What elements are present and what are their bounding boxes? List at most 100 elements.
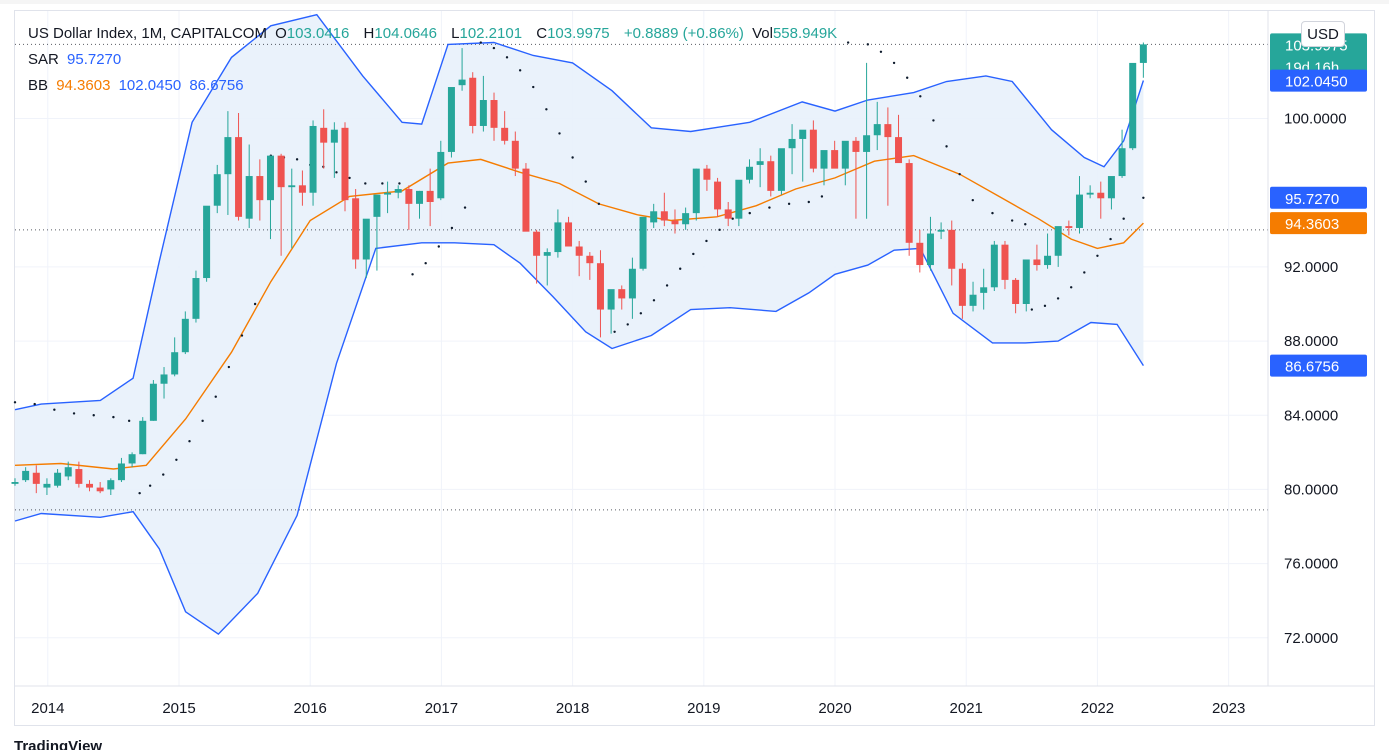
- candle-body[interactable]: [756, 161, 764, 165]
- candle-body[interactable]: [1129, 62, 1137, 149]
- candle-body[interactable]: [596, 263, 604, 310]
- candle-body[interactable]: [565, 222, 573, 247]
- candle-body[interactable]: [22, 470, 30, 481]
- candle-body[interactable]: [724, 209, 732, 219]
- candle-body[interactable]: [245, 176, 253, 219]
- candle-body[interactable]: [171, 352, 179, 375]
- candle-body[interactable]: [682, 213, 690, 225]
- candle-body[interactable]: [809, 129, 817, 169]
- candle-body[interactable]: [692, 168, 700, 214]
- candle-body[interactable]: [533, 231, 541, 256]
- candle-body[interactable]: [639, 216, 647, 269]
- candle-body[interactable]: [43, 483, 51, 488]
- candle-body[interactable]: [203, 205, 211, 279]
- candle-body[interactable]: [1033, 259, 1041, 266]
- candle-body[interactable]: [735, 179, 743, 219]
- candle-body[interactable]: [522, 168, 530, 232]
- candle-body[interactable]: [990, 244, 998, 288]
- candle-body[interactable]: [86, 483, 94, 488]
- candle-body[interactable]: [841, 140, 849, 169]
- legend-bb[interactable]: BB 94.3603 102.0450 86.6756: [28, 77, 248, 95]
- candle-body[interactable]: [256, 176, 264, 201]
- candle-body[interactable]: [107, 480, 115, 490]
- candle-body[interactable]: [714, 181, 722, 210]
- candle-body[interactable]: [884, 124, 892, 138]
- candle-body[interactable]: [905, 163, 913, 243]
- candle-body[interactable]: [511, 140, 519, 169]
- candle-body[interactable]: [309, 125, 317, 193]
- candle-body[interactable]: [788, 138, 796, 149]
- candle-body[interactable]: [426, 190, 434, 203]
- candle-body[interactable]: [149, 383, 157, 421]
- candle-body[interactable]: [607, 289, 615, 310]
- candle-body[interactable]: [831, 150, 839, 169]
- candle-body[interactable]: [958, 268, 966, 306]
- candle-body[interactable]: [618, 289, 626, 299]
- candle-body[interactable]: [54, 472, 62, 486]
- candle-body[interactable]: [1012, 279, 1020, 304]
- candle-body[interactable]: [1118, 148, 1126, 177]
- candle-body[interactable]: [1086, 192, 1094, 195]
- candle-body[interactable]: [575, 246, 583, 256]
- tradingview-logo[interactable]: TradingView: [14, 738, 154, 750]
- candle-body[interactable]: [1054, 226, 1062, 256]
- candle-body[interactable]: [969, 294, 977, 306]
- candle-body[interactable]: [192, 278, 200, 319]
- candle-body[interactable]: [873, 124, 881, 136]
- candle-body[interactable]: [628, 268, 636, 299]
- candle-body[interactable]: [416, 190, 424, 204]
- candle-body[interactable]: [916, 242, 924, 266]
- candle-body[interactable]: [863, 135, 871, 152]
- candle-body[interactable]: [362, 218, 370, 260]
- candle-body[interactable]: [64, 467, 72, 477]
- candle-body[interactable]: [11, 482, 19, 484]
- candle-body[interactable]: [479, 100, 487, 126]
- candle-body[interactable]: [1044, 255, 1052, 266]
- legend-sar[interactable]: SAR 95.7270: [28, 51, 125, 69]
- candle-body[interactable]: [745, 166, 753, 180]
- candle-body[interactable]: [1065, 226, 1073, 228]
- legend-symbol[interactable]: US Dollar Index, 1M, CAPITALCOM: [28, 25, 267, 42]
- currency-button[interactable]: USD: [1301, 21, 1345, 47]
- candle-body[interactable]: [437, 151, 445, 199]
- candle-body[interactable]: [948, 229, 956, 269]
- candle-body[interactable]: [277, 155, 285, 188]
- candle-body[interactable]: [1107, 176, 1115, 199]
- candle-body[interactable]: [926, 233, 934, 266]
- candle-body[interactable]: [235, 137, 243, 217]
- candle-body[interactable]: [128, 454, 136, 464]
- candle-body[interactable]: [895, 137, 903, 164]
- candle-body[interactable]: [852, 140, 860, 152]
- candle-body[interactable]: [1097, 192, 1105, 199]
- candle-body[interactable]: [554, 222, 562, 253]
- candle-body[interactable]: [352, 198, 360, 260]
- candle-body[interactable]: [650, 211, 658, 223]
- candle-body[interactable]: [799, 129, 807, 139]
- candle-body[interactable]: [117, 463, 125, 481]
- candle-body[interactable]: [671, 220, 679, 225]
- legend-sar-label[interactable]: SAR: [28, 51, 59, 68]
- candle-body[interactable]: [501, 127, 509, 141]
- candle-body[interactable]: [1022, 259, 1030, 304]
- candle-body[interactable]: [1001, 244, 1009, 280]
- candle-body[interactable]: [447, 87, 455, 152]
- legend-bb-label[interactable]: BB: [28, 77, 49, 94]
- candle-body[interactable]: [320, 127, 328, 143]
- candle-body[interactable]: [980, 287, 988, 293]
- candle-body[interactable]: [660, 211, 668, 221]
- candle-body[interactable]: [32, 472, 40, 484]
- candle-body[interactable]: [384, 192, 392, 195]
- candle-body[interactable]: [160, 374, 168, 384]
- candle-body[interactable]: [543, 252, 551, 256]
- candle-body[interactable]: [288, 185, 296, 188]
- candle-body[interactable]: [341, 127, 349, 201]
- candle-body[interactable]: [777, 148, 785, 191]
- candle-body[interactable]: [394, 189, 402, 193]
- candle-body[interactable]: [820, 150, 828, 169]
- candle-body[interactable]: [703, 168, 711, 180]
- candle-body[interactable]: [213, 174, 221, 206]
- candle-body[interactable]: [767, 161, 775, 191]
- chart-frame[interactable]: [14, 10, 1375, 726]
- candle-body[interactable]: [490, 100, 498, 128]
